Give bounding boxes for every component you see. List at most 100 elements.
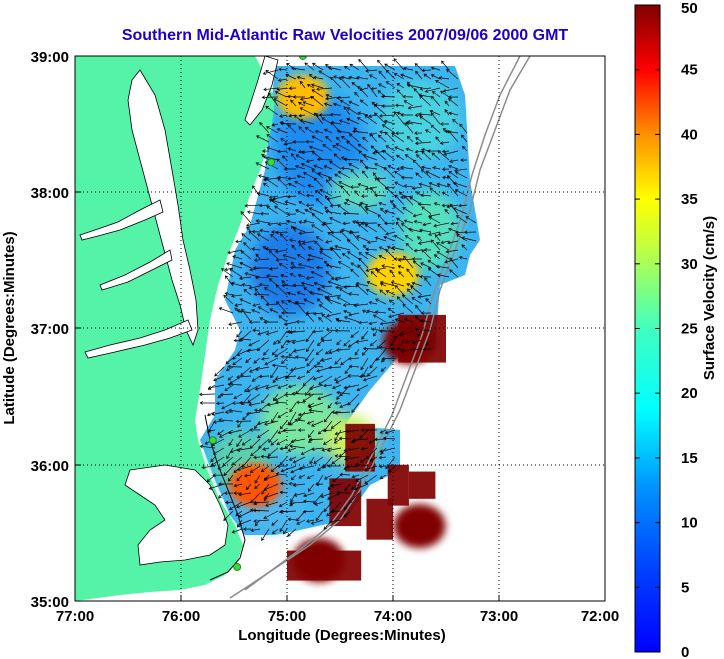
velocity-arrow	[360, 194, 369, 199]
colorbar-tick-label: 50	[681, 0, 698, 17]
velocity-arrow	[448, 170, 459, 179]
velocity-arrow	[255, 253, 261, 260]
velocity-arrow	[251, 247, 261, 251]
velocity-arrow	[280, 481, 288, 486]
velocity-arrow	[303, 219, 315, 224]
velocity-arrow	[286, 219, 297, 224]
velocity-arrow	[324, 295, 333, 305]
velocity-arrow	[361, 348, 369, 356]
x-tick-labels: 77:00 76:00 75:00 74:00 73:00 72:00	[56, 608, 619, 625]
velocity-arrow	[241, 233, 252, 242]
velocity-arrow	[365, 252, 378, 260]
velocity-arrow	[295, 209, 306, 215]
velocity-arrow	[313, 364, 324, 369]
velocity-arrow	[317, 393, 333, 400]
velocity-arrow	[311, 169, 324, 179]
velocity-arrow	[304, 127, 315, 134]
velocity-arrow	[287, 194, 297, 199]
velocity-arrow	[240, 337, 252, 341]
velocity-arrow	[336, 490, 351, 495]
velocity-arrow	[252, 328, 261, 333]
velocity-arrow	[290, 465, 306, 474]
velocity-arrow	[414, 63, 423, 71]
york-james-rivers	[84, 319, 193, 359]
velocity-arrow	[258, 174, 270, 179]
velocity-arrow	[199, 444, 216, 449]
velocity-arrow	[297, 428, 306, 432]
velocity-arrow	[358, 203, 369, 215]
velocity-arrow	[246, 222, 261, 227]
velocity-arrow	[326, 312, 342, 318]
velocity-arrow	[373, 330, 378, 337]
velocity-arrow	[311, 135, 324, 143]
velocity-arrow	[421, 206, 432, 215]
velocity-arrow	[351, 474, 360, 479]
velocity-arrow	[238, 519, 252, 526]
velocity-arrow	[265, 501, 279, 507]
velocity-arrow	[325, 348, 333, 355]
velocity-arrow	[449, 269, 459, 278]
velocity-arrow	[345, 198, 360, 206]
velocity-arrow	[286, 339, 297, 344]
velocity-arrow	[337, 261, 351, 269]
velocity-arrow	[236, 438, 243, 448]
velocity-arrow	[261, 528, 270, 541]
velocity-arrow	[431, 152, 441, 161]
velocity-arrow	[251, 309, 261, 314]
velocity-arrow	[357, 182, 369, 188]
velocity-arrow	[444, 108, 450, 116]
velocity-arrow	[276, 158, 288, 170]
velocity-arrow	[223, 510, 234, 521]
velocity-arrow	[284, 200, 297, 206]
velocity-arrow	[437, 273, 450, 278]
velocity-arrow	[292, 139, 306, 144]
velocity-arrow	[338, 181, 351, 188]
velocity-arrow	[287, 182, 297, 188]
velocity-arrow	[229, 501, 243, 510]
velocity-arrow	[287, 176, 297, 181]
velocity-arrow	[290, 261, 297, 269]
velocity-arrow	[283, 321, 297, 326]
velocity-arrow	[355, 474, 369, 482]
velocity-arrow	[396, 89, 405, 98]
velocity-arrow	[254, 384, 270, 391]
velocity-arrow	[339, 76, 351, 89]
velocity-arrow	[306, 339, 315, 353]
velocity-arrow	[315, 189, 324, 197]
velocity-arrow	[369, 339, 378, 347]
velocity-arrow	[303, 492, 315, 498]
velocity-arrow	[265, 384, 279, 390]
velocity-arrow	[327, 232, 342, 242]
velocity-arrow	[269, 308, 279, 314]
velocity-arrow	[458, 203, 468, 208]
velocity-arrow	[289, 366, 306, 372]
velocity-arrow	[369, 456, 378, 462]
velocity-arrow	[264, 247, 279, 251]
velocity-arrow	[279, 456, 288, 466]
velocity-arrow	[308, 145, 324, 152]
velocity-arrow	[262, 447, 270, 451]
velocity-arrow	[330, 509, 342, 514]
velocity-arrow	[369, 133, 378, 143]
colorbar-tick-label: 45	[681, 62, 698, 79]
velocity-arrow	[277, 411, 288, 419]
velocity-arrow	[316, 157, 333, 162]
velocity-arrow	[278, 315, 288, 323]
velocity-arrow	[393, 58, 405, 71]
velocity-arrow	[327, 280, 342, 287]
velocity-arrow	[374, 310, 387, 314]
velocity-arrow	[259, 211, 270, 216]
velocity-arrow	[311, 420, 324, 427]
velocity-arrow	[301, 150, 315, 155]
velocity-arrow	[223, 294, 234, 305]
velocity-arrow	[323, 128, 333, 134]
velocity-arrow	[314, 501, 324, 506]
velocity-arrow	[295, 400, 306, 405]
velocity-arrow	[224, 291, 234, 296]
velocity-arrow	[327, 402, 333, 409]
velocity-arrow	[365, 267, 378, 272]
velocity-arrow	[348, 100, 360, 107]
velocity-arrow	[364, 165, 378, 170]
velocity-arrow	[255, 219, 270, 224]
velocity-arrow	[354, 91, 360, 98]
